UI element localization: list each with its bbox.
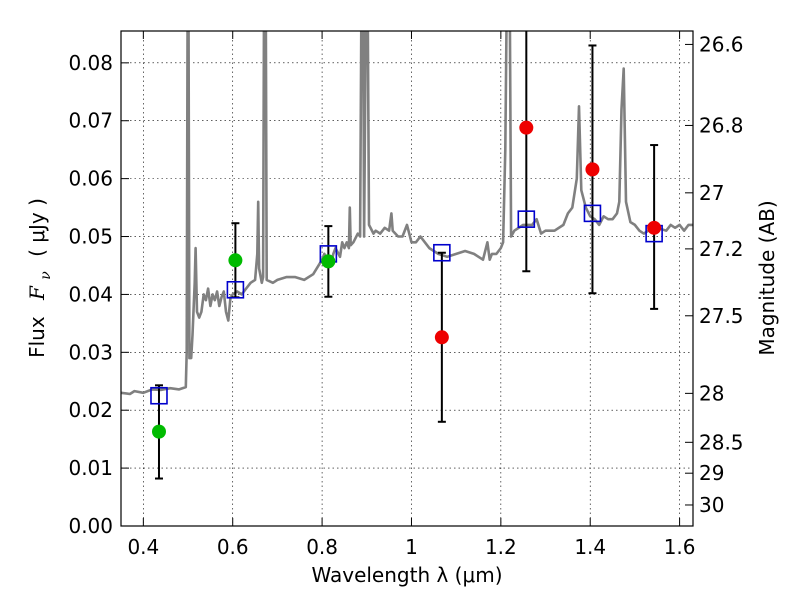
y-tick-label: 0.08 [68, 51, 113, 75]
y-tick-label: 0.06 [68, 167, 113, 191]
right-tick-label: 28 [699, 381, 724, 405]
right-axis-label: Magnitude (AB) [755, 200, 779, 355]
plot-frame [120, 30, 694, 527]
right-tick-label: 29 [699, 461, 724, 485]
model-photometry-square [517, 210, 536, 228]
x-axis-label: Wavelength λ (μm) [311, 563, 502, 587]
observed-lowsn-point [585, 162, 600, 177]
x-tick-label: 1.4 [574, 535, 606, 559]
right-tick-label: 30 [699, 493, 724, 517]
y-tick-label: 0.03 [68, 340, 113, 364]
x-tick-label: 0.8 [306, 535, 338, 559]
right-tick-label: 27.2 [699, 237, 744, 261]
photometry-markers [150, 204, 663, 405]
model-photometry-square [583, 204, 602, 223]
observed-detection-point [228, 253, 243, 268]
right-axis-ticks: 26.6 26.8 27 27.2 27.5 28 28.5 29 30 [685, 32, 744, 517]
y-tick-label: 0.00 [68, 514, 113, 538]
model-photometry-square [150, 386, 168, 405]
x-axis-ticks: 0.4 0.6 0.8 1 1.2 1.4 1.6 [127, 31, 696, 559]
y-axis-label-subscript: ν [38, 271, 54, 280]
observed-detection-point [321, 254, 336, 269]
x-tick-label: 1.6 [664, 535, 696, 559]
x-tick-label: 0.6 [217, 535, 249, 559]
observed-detection-point [151, 424, 166, 439]
x-tick-label: 1.2 [485, 535, 517, 559]
right-tick-label: 26.8 [699, 113, 744, 137]
model-photometry-square [226, 280, 245, 299]
y-axis-label-symbol: F [25, 285, 49, 301]
right-tick-label: 27 [699, 181, 724, 205]
y-tick-label: 0.05 [68, 225, 113, 249]
y-axis-ticks: 0.00 0.01 0.02 0.03 0.04 0.05 0.06 0.07 0.08 [68, 51, 129, 538]
grid-lines [121, 31, 693, 527]
y-tick-label: 0.04 [68, 282, 113, 306]
y-tick-label: 0.02 [68, 398, 113, 422]
right-tick-label: 28.5 [699, 430, 744, 454]
right-tick-label: 26.6 [699, 32, 744, 56]
y-axis-label-text: Flux [25, 316, 49, 358]
model-spectrum-layer [121, 31, 693, 396]
model-photometry-square [433, 243, 451, 262]
y-axis-label-unit: ( μJy ) [25, 198, 49, 257]
model-spectrum-line [121, 31, 693, 396]
y-tick-label: 0.01 [68, 456, 113, 480]
observed-lowsn-point [647, 220, 662, 235]
x-tick-label: 0.4 [127, 535, 159, 559]
y-tick-label: 0.07 [68, 109, 113, 133]
error-bars [154, 31, 659, 480]
observed-lowsn-point [434, 330, 449, 345]
x-tick-label: 1 [405, 535, 418, 559]
right-tick-label: 27.5 [699, 304, 744, 328]
observed-markers [151, 120, 662, 439]
y-axis-label: Flux F ν ( μJy ) [25, 198, 55, 358]
observed-lowsn-point [519, 120, 534, 135]
